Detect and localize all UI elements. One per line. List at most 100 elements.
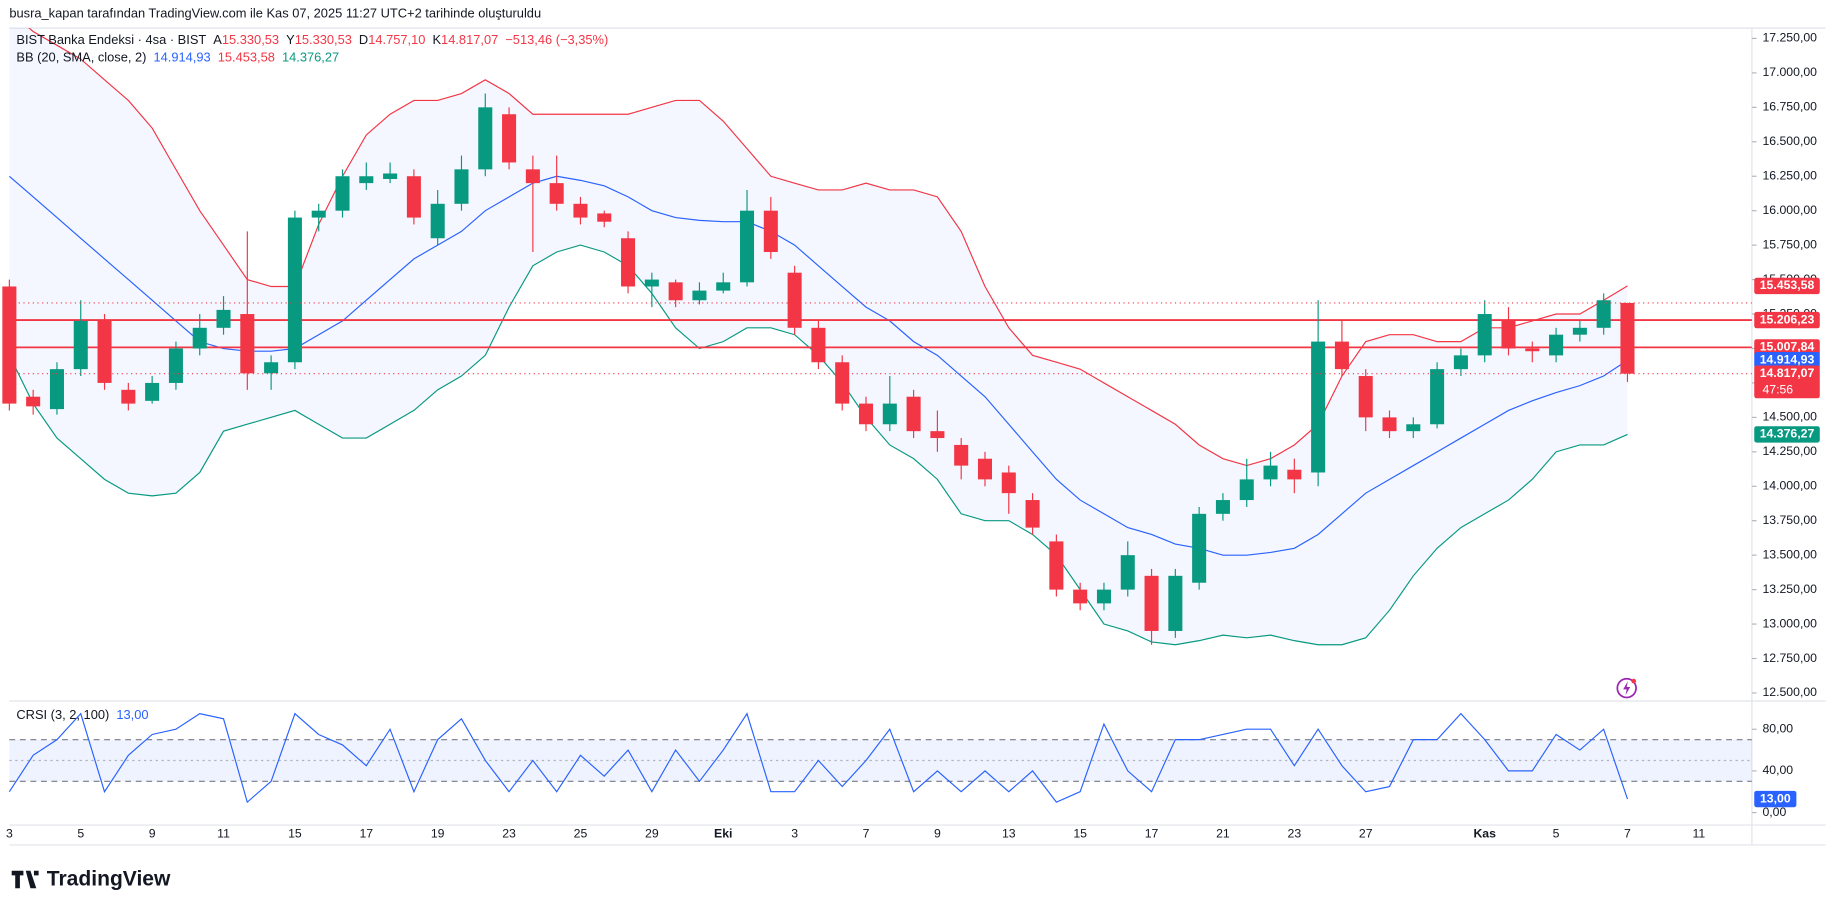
crsi-title: CRSI (3, 2, 100) (16, 708, 109, 723)
x-tick-label: 11 (1692, 827, 1705, 841)
candle-body (406, 176, 421, 218)
candle-body (1239, 479, 1254, 501)
y-tick-label: 13.250,00 (1762, 582, 1817, 596)
candle-body (26, 396, 41, 407)
candle-body (1406, 424, 1421, 432)
x-tick-label: 5 (1553, 827, 1560, 841)
candle-body (335, 176, 350, 211)
x-tick-label: 7 (863, 827, 870, 841)
change: −513,46 (−3,35%) (505, 32, 608, 47)
candle-body (1620, 302, 1635, 374)
x-tick-label: 3 (6, 827, 13, 841)
price-pane (2, 28, 1752, 646)
alert-icon[interactable] (1616, 677, 1637, 699)
candle-body (1287, 469, 1302, 480)
price-label-box (1754, 277, 1820, 295)
candle-body (692, 290, 707, 301)
candle-body (359, 176, 374, 184)
candle-body (1144, 575, 1159, 631)
candle-body (1096, 589, 1111, 604)
y-tick-label: 14.250,00 (1762, 444, 1817, 458)
candle-body (1025, 500, 1040, 528)
candle-body (977, 458, 993, 480)
candle-body (383, 173, 398, 179)
symbol: BIST Banka Endeksi · 4sa · BIST (16, 32, 206, 47)
price-label: 15.007,84 (1760, 340, 1815, 354)
candle-body (2, 286, 17, 404)
candle-body (168, 348, 183, 383)
legend-crsi: CRSI (3, 2, 100) 13,00 (16, 708, 148, 723)
candle-body (287, 217, 302, 363)
candle-body (73, 320, 88, 370)
candle-body (430, 203, 445, 239)
candle-body (454, 169, 469, 204)
alert-circle[interactable] (1616, 677, 1637, 699)
x-tick-label: 11 (217, 827, 230, 841)
candle-body (549, 183, 564, 204)
candle-body (811, 327, 826, 363)
x-tick-label: 9 (934, 827, 941, 841)
axes: 12.500,00 12.750,00 13.000,00 13.250,00 13.5… (6, 31, 1820, 841)
x-tick-label: 15 (288, 827, 302, 841)
y-tick-label: 14.000,00 (1762, 479, 1817, 493)
crsi-line (8, 712, 1629, 804)
candle-body (1572, 327, 1587, 335)
candle-body (49, 369, 64, 410)
candle-body (1477, 314, 1492, 356)
candle-body (906, 396, 921, 432)
y-tick-label: 12.750,00 (1762, 651, 1817, 665)
ohlc-value: 14.817,07 (441, 32, 498, 47)
candle-body (145, 382, 160, 401)
indicator-value: 14.914,93 (153, 50, 210, 65)
y-tick-label: 0,00 (1762, 805, 1786, 819)
candle-body (1596, 300, 1611, 328)
y-tick-label: 13.500,00 (1762, 547, 1817, 561)
candle-body (264, 362, 279, 374)
bb-upper-line (28, 28, 1628, 467)
candle-body (763, 210, 778, 253)
ohlc-key: Y (286, 32, 295, 47)
crsi-label: 13,00 (1760, 791, 1791, 805)
price-label-box (1754, 339, 1820, 356)
indicator-value: 14.376,27 (282, 50, 339, 65)
price-label-box (1754, 352, 1820, 369)
y-tick-label: 16.250,00 (1762, 168, 1817, 182)
legend-main: BIST Banka Endeksi · 4sa · BIST A15.330,5… (16, 32, 608, 47)
candle-body (1192, 513, 1207, 583)
candle-body (644, 279, 659, 287)
candle-body (716, 282, 731, 291)
y-tick-label: 80,00 (1762, 722, 1793, 736)
candle-body (192, 327, 207, 349)
price-label: 14.817,07 (1760, 366, 1815, 380)
alert-bolt[interactable] (1623, 681, 1631, 696)
candle-body (882, 403, 897, 425)
x-tick-label: 25 (574, 827, 588, 841)
price-label-box (1754, 365, 1820, 399)
candle-body (97, 320, 112, 383)
alert-dot[interactable] (1631, 678, 1637, 684)
y-tick-label: 12.500,00 (1762, 685, 1817, 699)
logo-text: TradingView (47, 868, 171, 891)
candle-body (1049, 541, 1064, 590)
countdown: 47:56 (1762, 382, 1793, 396)
candle-body (525, 169, 540, 184)
ohlc-key: D (359, 32, 368, 47)
y-tick-label: 17.000,00 (1762, 65, 1817, 79)
candle-body (668, 282, 683, 301)
candle-body (621, 238, 636, 287)
price-label: 14.376,27 (1760, 427, 1815, 441)
crsi-value: 13,00 (116, 708, 148, 723)
y-tick-label: 40,00 (1762, 763, 1793, 777)
candle-body (1334, 341, 1349, 370)
x-tick-label: 13 (1002, 827, 1016, 841)
candle-body (121, 389, 136, 404)
y-tick-label: 16.500,00 (1762, 134, 1817, 148)
crsi-pane (8, 712, 1752, 804)
snapshot-header: busra_kapan tarafından TradingView.com i… (9, 5, 541, 20)
candle-body (1525, 348, 1540, 352)
x-tick-label: 15 (1073, 827, 1087, 841)
candle-body (858, 403, 874, 425)
x-tick-label: 21 (1216, 827, 1230, 841)
